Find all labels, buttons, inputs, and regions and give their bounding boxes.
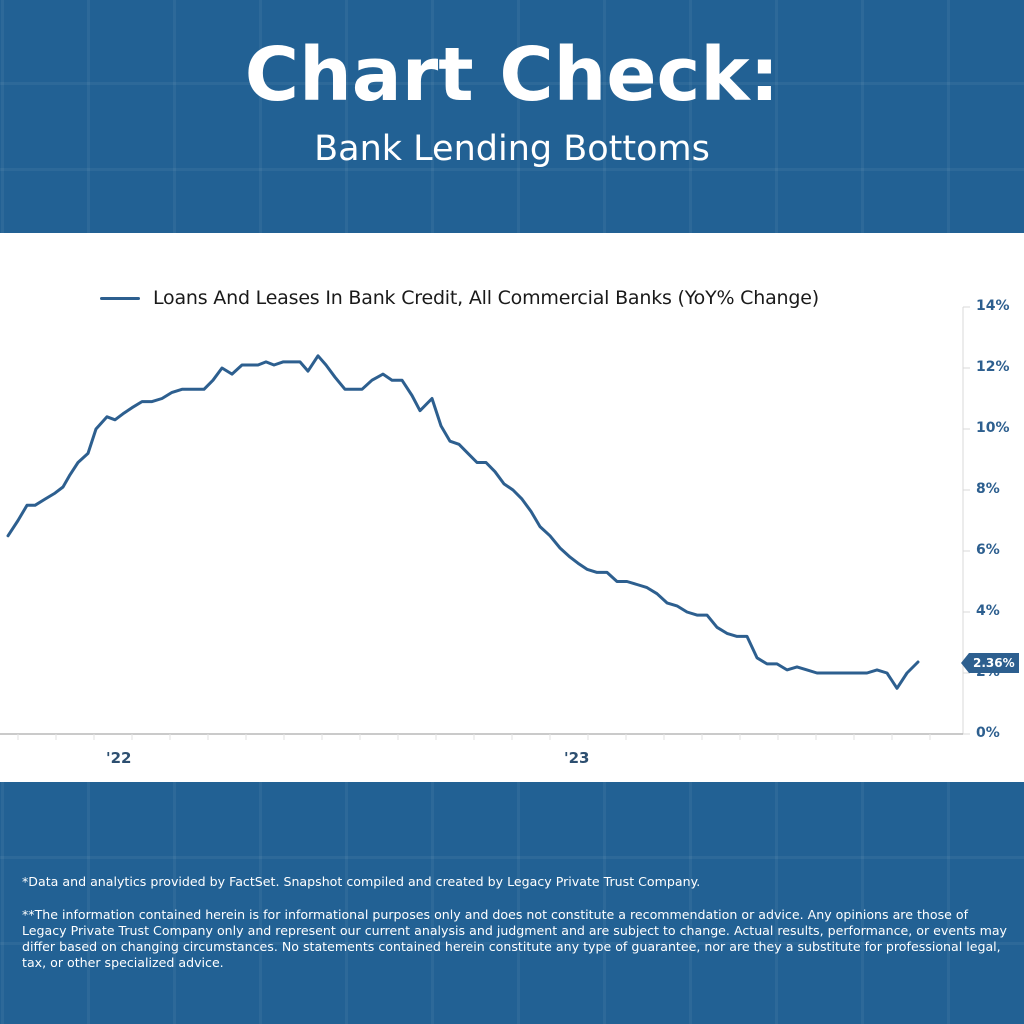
legend-line-swatch-icon bbox=[100, 296, 140, 300]
chart-panel: Loans And Leases In Bank Credit, All Com… bbox=[0, 233, 1024, 782]
source-note: *Data and analytics provided by FactSet.… bbox=[22, 874, 701, 889]
chart-legend: Loans And Leases In Bank Credit, All Com… bbox=[100, 287, 819, 309]
x-tick-label: '23 bbox=[564, 749, 590, 767]
y-tick-label: 12% bbox=[976, 359, 1010, 375]
y-tick-label: 6% bbox=[976, 542, 1000, 558]
series-line bbox=[6, 354, 920, 690]
page-title: Chart Check: bbox=[244, 32, 780, 118]
legend-label: Loans And Leases In Bank Credit, All Com… bbox=[153, 287, 819, 309]
disclaimer: **The information contained herein is fo… bbox=[22, 907, 1008, 970]
y-tick-label: 8% bbox=[976, 481, 1000, 497]
chart-axes bbox=[0, 306, 970, 740]
y-tick-label: 10% bbox=[976, 420, 1010, 436]
y-tick-label: 4% bbox=[976, 603, 1000, 619]
y-tick-label: 0% bbox=[976, 725, 1000, 741]
line-chart bbox=[0, 306, 970, 740]
y-tick-label: 14% bbox=[976, 298, 1010, 314]
footer: *Data and analytics provided by FactSet.… bbox=[22, 874, 1012, 988]
page-subtitle: Bank Lending Bottoms bbox=[314, 129, 710, 169]
x-tick-label: '22 bbox=[106, 749, 132, 767]
header: Chart Check: Bank Lending Bottoms bbox=[0, 0, 1024, 232]
last-value-badge: 2.36% bbox=[961, 653, 1019, 673]
